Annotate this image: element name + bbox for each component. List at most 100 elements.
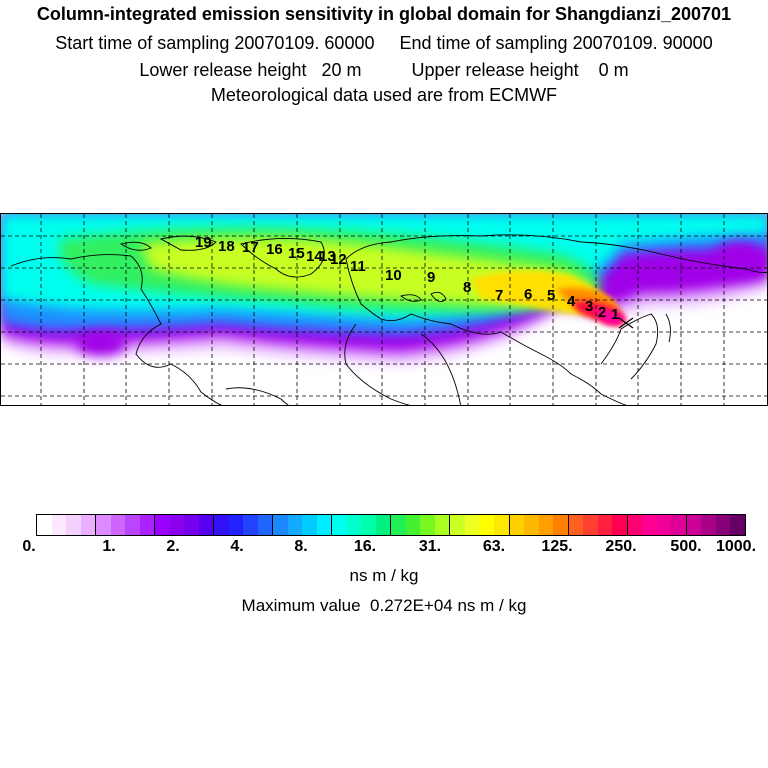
greenland-coast xyxy=(240,238,325,278)
color-swatch xyxy=(715,515,731,535)
track-label-1: 1 xyxy=(611,306,619,323)
track-label-4: 4 xyxy=(567,293,576,310)
color-swatch xyxy=(361,515,376,535)
color-swatch xyxy=(538,515,554,535)
color-swatch xyxy=(553,515,569,535)
track-label-9: 9 xyxy=(427,269,435,286)
europe-coast xyxy=(345,258,452,325)
color-swatch xyxy=(656,515,672,535)
color-swatch xyxy=(214,515,229,535)
maximum-value-text: Maximum value 0.272E+04 ns m / kg xyxy=(241,596,527,615)
trajectory-labels: 1 2 3 4 5 6 7 8 9 10 11 12 13 14 15 16 1… xyxy=(195,234,619,323)
color-swatch xyxy=(198,515,215,535)
color-swatch xyxy=(243,515,258,535)
tick-3: 4. xyxy=(230,538,244,555)
color-swatch xyxy=(125,515,140,535)
release-height-line: Lower release height 20 m Upper release … xyxy=(139,60,629,80)
color-swatch xyxy=(80,515,97,535)
color-swatch xyxy=(184,515,199,535)
track-label-6: 6 xyxy=(524,286,532,303)
color-swatch xyxy=(420,515,435,535)
track-label-2: 2 xyxy=(598,304,606,321)
color-swatch xyxy=(597,515,613,535)
sensitivity-field xyxy=(1,214,767,364)
color-scale-ticks: 0. 1. 2. 4. 8. 16. 31. 63. 125. 250. 500… xyxy=(0,538,768,560)
color-swatch xyxy=(583,515,598,535)
sampling-time-line: Start time of sampling 20070109. 60000 E… xyxy=(55,33,713,53)
magenta-spot xyxy=(591,308,626,325)
tick-4: 8. xyxy=(294,538,308,555)
north-america-coast xyxy=(10,254,222,405)
color-swatch xyxy=(464,515,480,535)
color-swatch xyxy=(37,515,52,535)
track-label-13: 13 xyxy=(319,248,336,265)
color-swatch xyxy=(671,515,687,535)
track-label-10: 10 xyxy=(385,267,402,284)
color-swatch xyxy=(96,515,111,535)
sensitivity-map: 1 2 3 4 5 6 7 8 9 10 11 12 13 14 15 16 1… xyxy=(0,213,768,406)
color-swatch xyxy=(612,515,628,535)
color-swatch xyxy=(493,515,510,535)
color-swatch xyxy=(642,515,657,535)
track-label-12: 12 xyxy=(330,251,347,268)
track-label-16: 16 xyxy=(266,241,283,258)
color-swatch xyxy=(302,515,317,535)
track-label-19: 19 xyxy=(195,234,212,251)
purple-blob-atlantic xyxy=(76,332,126,356)
track-label-14: 14 xyxy=(306,248,323,265)
tick-9: 250. xyxy=(605,538,637,555)
map-canvas: 1 2 3 4 5 6 7 8 9 10 11 12 13 14 15 16 1… xyxy=(1,214,767,405)
color-scale-unit: ns m / kg xyxy=(349,566,419,585)
japan-coast xyxy=(665,313,671,343)
tick-8: 125. xyxy=(541,538,573,555)
color-swatch xyxy=(686,515,702,535)
receptor-marker xyxy=(618,317,634,329)
color-swatch xyxy=(479,515,494,535)
color-swatch xyxy=(405,515,421,535)
tick-5: 16. xyxy=(353,538,377,555)
meteorological-data-line: Meteorological data used are from ECMWF xyxy=(210,85,558,105)
south-america-coast xyxy=(225,387,289,405)
color-swatch xyxy=(287,515,303,535)
track-label-17: 17 xyxy=(242,239,259,256)
eurasia-coast xyxy=(345,234,767,274)
china-coast xyxy=(600,313,659,380)
color-swatch xyxy=(434,515,451,535)
color-swatch xyxy=(316,515,333,535)
track-label-15: 15 xyxy=(288,245,305,262)
color-swatch xyxy=(730,515,745,535)
color-swatch xyxy=(375,515,392,535)
color-swatch xyxy=(509,515,525,535)
track-label-5: 5 xyxy=(547,287,555,304)
tick-6: 31. xyxy=(418,538,442,555)
track-label-11: 11 xyxy=(350,258,366,275)
color-swatch xyxy=(51,515,67,535)
color-swatch xyxy=(627,515,643,535)
tick-1: 1. xyxy=(102,538,116,555)
color-swatch xyxy=(257,515,274,535)
tick-7: 63. xyxy=(482,538,506,555)
color-swatch xyxy=(273,515,288,535)
color-swatch xyxy=(155,515,170,535)
color-swatch xyxy=(701,515,716,535)
tick-10: 500. xyxy=(670,538,702,555)
color-swatch xyxy=(450,515,465,535)
color-swatch xyxy=(139,515,156,535)
track-label-8: 8 xyxy=(463,279,471,296)
color-swatch xyxy=(228,515,244,535)
color-swatch xyxy=(66,515,81,535)
map-title: Column-integrated emission sensitivity i… xyxy=(36,4,732,24)
track-label-7: 7 xyxy=(495,287,503,304)
color-swatch xyxy=(524,515,539,535)
africa-coast xyxy=(344,323,462,405)
tick-0: 0. xyxy=(22,538,36,555)
color-swatch xyxy=(568,515,584,535)
color-scale-bar xyxy=(36,514,746,536)
color-swatch xyxy=(332,515,347,535)
color-swatch xyxy=(169,515,185,535)
graticule xyxy=(1,214,767,405)
track-label-18: 18 xyxy=(218,238,235,255)
color-swatch xyxy=(346,515,362,535)
tick-11: 1000. xyxy=(715,538,757,555)
color-swatch xyxy=(110,515,126,535)
